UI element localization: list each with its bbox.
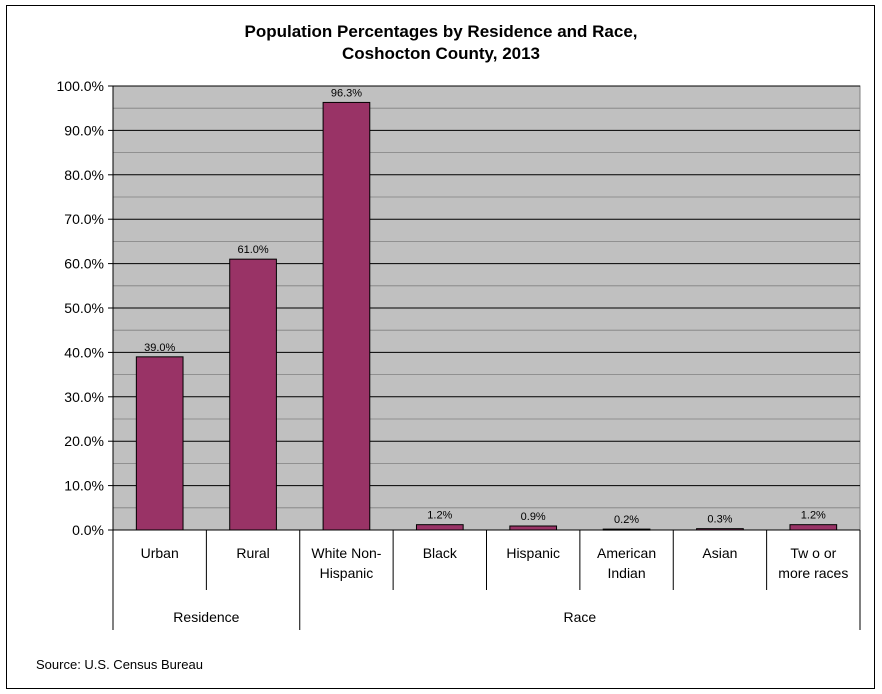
y-tick-label: 80.0%	[64, 167, 104, 183]
source-note: Source: U.S. Census Bureau	[36, 657, 203, 672]
x-category-label: Hispanic	[320, 565, 374, 581]
data-label: 39.0%	[144, 342, 175, 354]
x-category-label: Indian	[607, 565, 645, 581]
data-label: 0.9%	[521, 511, 546, 523]
data-labels: 39.0% 61.0% 96.3% 1.2% 0.9% 0.2% 0.3% 1.2%	[144, 87, 826, 526]
bar	[789, 524, 838, 531]
x-category-label: Rural	[236, 545, 269, 561]
y-tick-label: 70.0%	[64, 211, 104, 227]
y-tick-label: 10.0%	[64, 478, 104, 494]
y-tick-label: 20.0%	[64, 433, 104, 449]
x-category-label: Hispanic	[506, 545, 560, 561]
bar	[135, 356, 184, 531]
bars	[135, 101, 838, 531]
x-category-label: White Non-	[311, 545, 381, 561]
data-label: 0.3%	[707, 514, 732, 526]
bar	[229, 258, 277, 531]
x-group-label: Residence	[173, 609, 239, 625]
x-category-label: Asian	[702, 545, 737, 561]
axes	[108, 85, 861, 630]
x-group-label: Race	[564, 609, 597, 625]
data-label: 96.3%	[331, 87, 362, 99]
y-tick-label: 60.0%	[64, 256, 104, 272]
data-label: 61.0%	[237, 244, 268, 256]
y-tick-label: 50.0%	[64, 300, 104, 316]
y-tick-label: 0.0%	[72, 522, 104, 538]
x-category-labels: Urban Rural White Non- Hispanic Black Hispani…	[141, 545, 849, 581]
data-label: 1.2%	[427, 510, 452, 522]
x-category-label: American	[597, 545, 656, 561]
y-tick-label: 90.0%	[64, 122, 104, 138]
x-category-label: more races	[778, 565, 848, 581]
chart-title-line-1: Population Percentages by Residence and …	[244, 22, 638, 41]
x-category-label: Black	[423, 545, 458, 561]
bar	[322, 101, 371, 531]
y-tick-label: 100.0%	[57, 78, 104, 94]
bar	[415, 524, 464, 531]
y-tick-label: 30.0%	[64, 389, 104, 405]
x-category-label: Tw o or	[790, 545, 836, 561]
x-category-label: Urban	[141, 545, 179, 561]
y-tick-label: 40.0%	[64, 344, 104, 360]
bar	[509, 525, 558, 531]
gridlines	[113, 85, 860, 531]
chart-title-line-2: Coshocton County, 2013	[341, 44, 541, 63]
data-label: 0.2%	[614, 514, 639, 526]
x-group-labels: Residence Race	[173, 609, 596, 625]
chart-title: Population Percentages by Residence and …	[0, 21, 882, 65]
data-label: 1.2%	[801, 510, 826, 522]
y-tick-labels: 0.0% 10.0% 20.0% 30.0% 40.0% 50.0% 60.0% 70.0% 8…	[57, 78, 104, 538]
